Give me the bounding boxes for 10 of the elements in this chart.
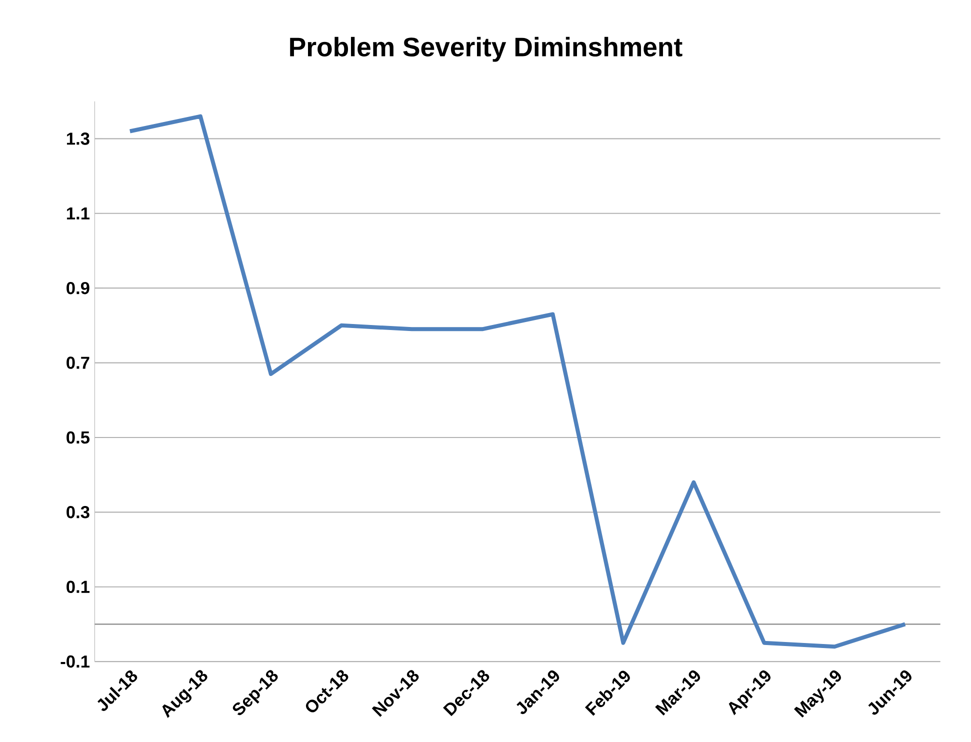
y-tick-label: 0.9 [66,282,90,294]
y-tick-label: 0.5 [66,432,90,444]
y-tick-label: -0.1 [60,656,90,668]
y-tick-label: 0.3 [66,506,90,519]
chart-title: Problem Severity Diminshment [290,37,682,62]
y-tick-label: 1.1 [66,208,90,220]
y-tick-label: 0.1 [66,580,90,594]
line-series [128,114,908,649]
y-tick-label: 0.7 [66,356,90,370]
y-tick-label: 1.3 [66,132,90,146]
